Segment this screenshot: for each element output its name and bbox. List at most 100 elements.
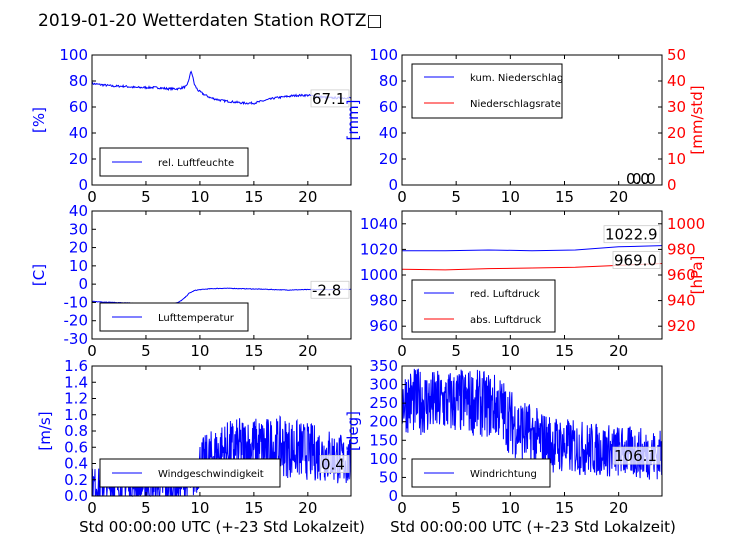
x-tick-label: 15 [244,188,263,206]
panel-wind_direction: 0 5 10 15 20050100150200250300350[deg]Windri… [344,357,663,517]
value-label-box [603,225,661,244]
y-tick-label: 980 [369,292,398,310]
panel-precipitation: 0 5 10 15 20 0 20 40 60 80 100 0 10 20 30 40 50 [mm] [mm/s… [344,46,706,206]
y-tick-label: -20 [64,312,89,330]
last-value-label-box [310,280,350,299]
x-tick-label: 15 [555,188,574,206]
x-tick-label: 20 [298,342,317,360]
y-tick-label: 40 [69,202,88,220]
y-tick-label: 1.0 [64,406,88,424]
y2-tick-label: 50 [667,46,686,64]
x-tick-label: 15 [244,499,263,517]
x-tick-label: 5 [141,499,151,517]
legend-box [411,63,563,119]
y2-tick-label: 10 [667,150,686,168]
legend-label: abs. Luftdruck [470,315,541,326]
y-tick-label: 960 [369,317,398,335]
y-tick-label: 300 [369,376,398,394]
y-tick-label: 60 [379,98,398,116]
y-tick-label: 50 [379,468,398,486]
legend-precipitation: kum. Niederschlag Niederschlagsrate [411,63,563,119]
last-value-label-box [319,455,350,473]
x-axis-label-left: Std 00:00:00 UTC (+-23 Std Lokalzeit) [79,518,365,536]
y2-tick-label: 1000 [667,215,705,233]
y2-tick-label: 960 [667,266,696,284]
x-tick-label: 0 [87,342,97,360]
x-tick-label: 20 [298,499,317,517]
y-axis-label: [C] [30,264,48,286]
plot-frame-humidity [91,54,352,186]
series-line-pressure-0 [402,245,663,252]
y-tick-label: 0.6 [64,438,88,456]
y-tick-label: 10 [69,257,88,275]
x-tick-label: 5 [451,342,461,360]
x-tick-label: 0 [397,342,407,360]
series-line-humidity-0 [91,70,352,106]
y-tick-label: 150 [369,431,398,449]
legend-pressure: red. Luftdruck abs. Luftdruck [411,279,556,333]
series-line-wind_direction-0 [401,368,663,480]
x-tick-label: 0 [87,188,97,206]
y2-tick-label: 980 [667,240,696,258]
y2-axis-label: [hPa] [688,256,706,295]
y2-axis-label: [mm/std] [688,85,706,154]
y-tick-label: 0 [388,176,398,194]
y-tick-label: 250 [369,394,398,412]
y-tick-label: 1000 [360,266,398,284]
y2-tick-label: 30 [667,98,686,116]
y2-tick-label: 920 [667,317,696,335]
legend-label: Windrichtung [470,469,537,480]
y-tick-label: 80 [69,72,88,90]
legend-wind_direction: Windrichtung [411,458,551,488]
y-tick-label: 100 [369,46,398,64]
legend-label: red. Luftdruck [470,289,540,300]
plot-frame-temperature [91,210,352,340]
x-tick-label: 5 [141,342,151,360]
legend-label: Lufttemperatur [158,313,235,324]
y-tick-label: 0.2 [64,471,88,489]
y-tick-label: 0 [78,275,88,293]
x-tick-label: 5 [451,188,461,206]
x-tick-label: 15 [244,342,263,360]
legend-temperature: Lufttemperatur [99,302,249,332]
y-axis-label: [deg] [344,411,362,451]
y-tick-label: -10 [64,293,89,311]
y-tick-label: 20 [69,150,88,168]
x-tick-label: 0 [397,499,407,517]
plot-frame-precipitation [401,54,663,186]
y-tick-label: 40 [379,124,398,142]
x-tick-label: 10 [190,188,209,206]
x-tick-label: 10 [190,342,209,360]
last-value-label-box [612,446,661,465]
last-value-label-box [310,89,350,108]
panel-temperature: 0 5 10 15 20-30-20-10010203040[C]Lufttempera… [30,202,352,360]
value-label-box [612,251,661,269]
x-tick-label: 0 [87,499,97,517]
y-tick-label: 30 [69,220,88,238]
x-tick-label: 0 [397,188,407,206]
x-tick-label: 10 [501,188,520,206]
value-label: 1022.9 [605,226,658,244]
y-axis-label: [m/s] [36,411,54,450]
y2-tick-label: 940 [667,292,696,310]
y-axis-label: [mm] [344,100,362,141]
y-tick-label: 1.6 [64,357,88,375]
legend-wind_speed: Windgeschwindigkeit [99,458,281,488]
x-tick-label: 20 [609,499,628,517]
x-axis-label-right: Std 00:00:00 UTC (+-23 Std Lokalzeit) [390,518,676,536]
last-value-label: 67.1 [312,90,345,108]
legend-box [411,279,556,333]
y2-tick-label: 0 [667,176,677,194]
legend-humidity: rel. Luftfeuchte [99,147,249,177]
panel-wind_speed: 0 5 10 15 200.00.20.40.60.81.01.21.41.6[m/s]… [36,357,352,517]
value-label: 0.0 [632,170,656,188]
y-tick-label: 20 [69,239,88,257]
x-tick-label: 5 [451,499,461,517]
y2-tick-label: 20 [667,124,686,142]
y-tick-label: 0.8 [64,422,88,440]
y-tick-label: 0.4 [64,455,88,473]
y-tick-label: 40 [69,124,88,142]
y-tick-label: 0.0 [64,487,88,505]
last-value-label: 0.4 [321,456,345,474]
